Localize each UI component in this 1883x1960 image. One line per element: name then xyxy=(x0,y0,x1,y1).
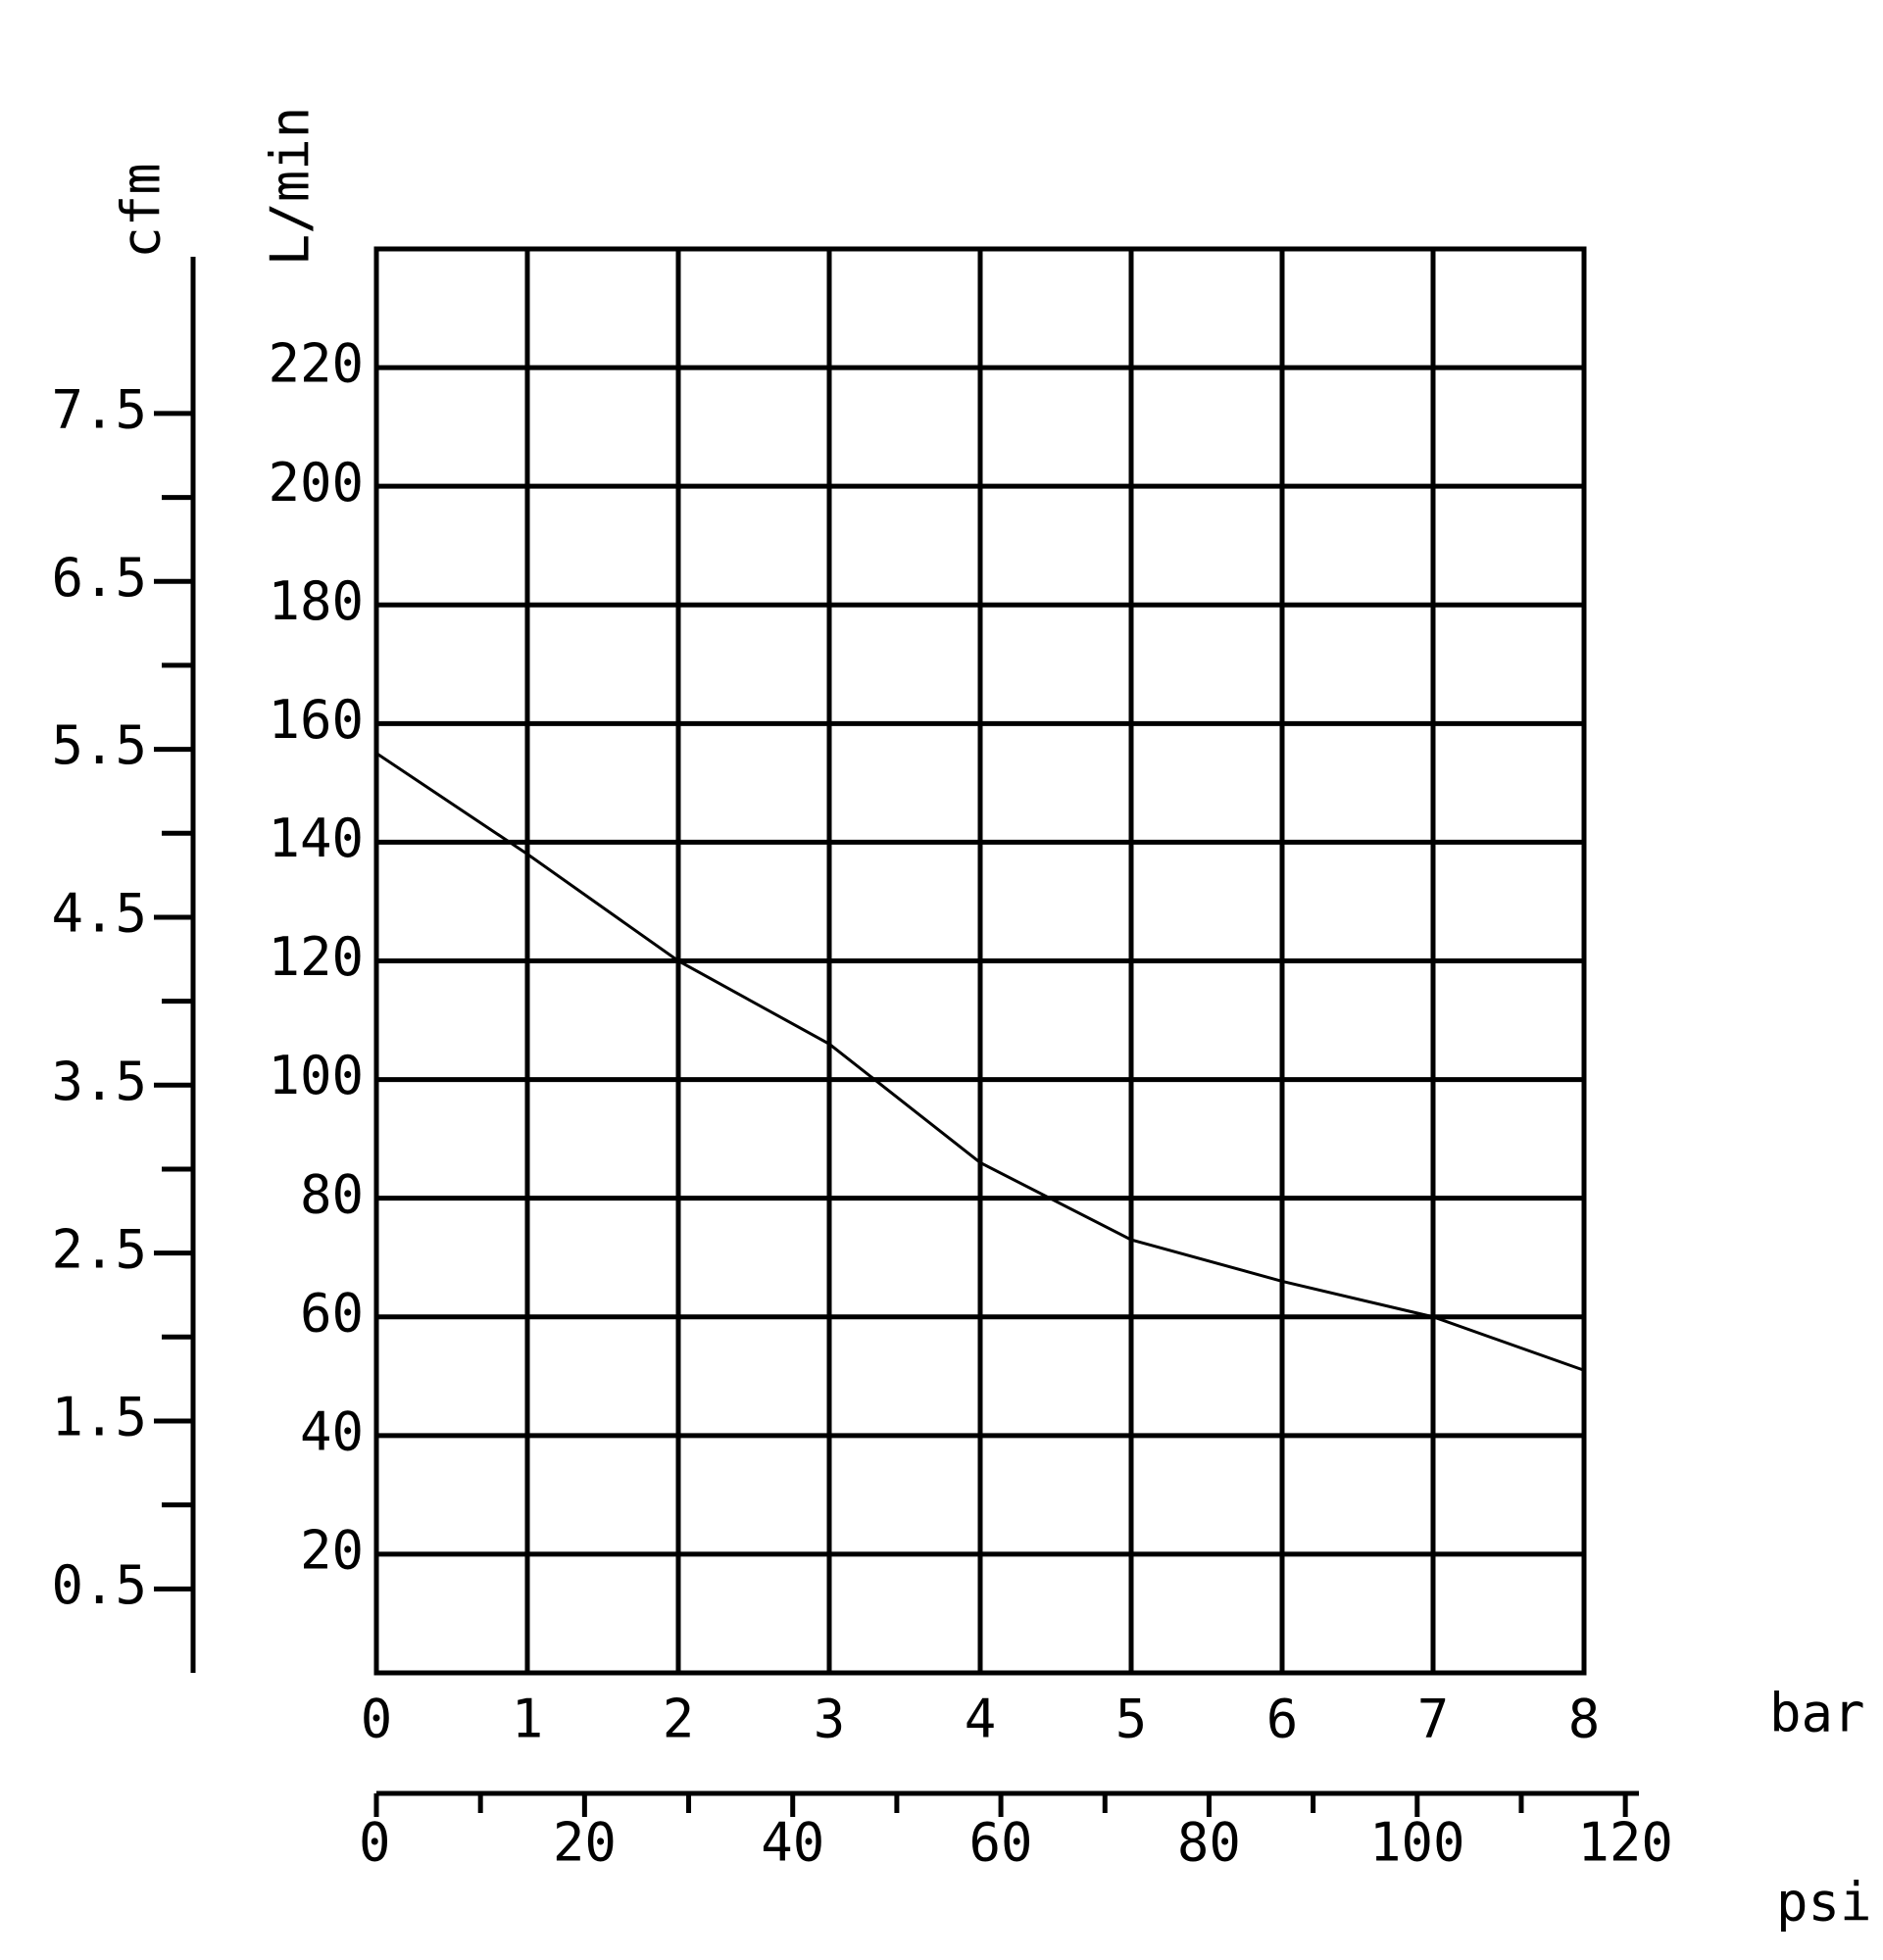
y-tick-label: 80 xyxy=(300,1163,364,1225)
y2-tick-label: 1.5 xyxy=(51,1387,147,1448)
y-tick-label: 100 xyxy=(268,1045,364,1106)
y-tick-label: 20 xyxy=(300,1520,364,1582)
y-axis-label: L/min xyxy=(260,107,322,267)
x-tick-label: 4 xyxy=(965,1689,997,1750)
x-tick-label: 0 xyxy=(361,1689,393,1750)
x-axis-label: bar xyxy=(1769,1683,1865,1744)
x-tick-label: 2 xyxy=(663,1689,695,1750)
y-tick-label: 40 xyxy=(300,1400,364,1462)
y-tick-label: 160 xyxy=(268,689,364,751)
y-tick-label: 60 xyxy=(300,1282,364,1344)
x-tick-label: 1 xyxy=(512,1689,544,1750)
y-tick-label: 200 xyxy=(268,452,364,514)
x2-tick-label: 80 xyxy=(1177,1812,1241,1874)
x-tick-label: 7 xyxy=(1417,1689,1450,1750)
x-tick-label: 6 xyxy=(1266,1689,1299,1750)
x2-tick-label: 0 xyxy=(359,1812,391,1874)
x2-tick-label: 60 xyxy=(969,1812,1033,1874)
y-tick-label: 140 xyxy=(268,808,364,869)
y2-tick-label: 5.5 xyxy=(51,714,147,776)
y2-tick-label: 7.5 xyxy=(51,379,147,441)
x-tick-label: 8 xyxy=(1568,1689,1601,1750)
y2-tick-label: 0.5 xyxy=(51,1554,147,1616)
y-tick-label: 120 xyxy=(268,926,364,988)
x2-tick-label: 20 xyxy=(553,1812,617,1874)
x2-tick-label: 100 xyxy=(1369,1812,1465,1874)
y-tick-label: 220 xyxy=(268,333,364,395)
x-tick-label: 3 xyxy=(814,1689,846,1750)
x2-axis-label: psi xyxy=(1776,1872,1872,1934)
y-tick-label: 180 xyxy=(268,570,364,632)
y2-tick-label: 4.5 xyxy=(51,883,147,945)
x2-tick-label: 40 xyxy=(761,1812,824,1874)
y2-axis-label: cfm xyxy=(111,163,173,259)
y2-tick-label: 3.5 xyxy=(51,1051,147,1112)
y2-tick-label: 6.5 xyxy=(51,547,147,609)
x2-tick-label: 120 xyxy=(1577,1812,1673,1874)
x-tick-label: 5 xyxy=(1115,1689,1148,1750)
data-line xyxy=(375,752,1585,1372)
y2-tick-label: 2.5 xyxy=(51,1218,147,1280)
